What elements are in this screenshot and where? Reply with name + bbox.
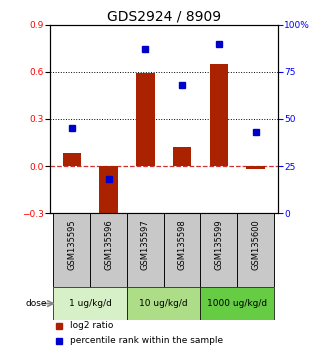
Bar bbox=[127, 287, 201, 320]
Text: 1000 ug/kg/d: 1000 ug/kg/d bbox=[207, 299, 267, 308]
Bar bbox=[173, 147, 191, 166]
Text: 1 ug/kg/d: 1 ug/kg/d bbox=[69, 299, 112, 308]
Bar bbox=[201, 213, 237, 287]
Bar bbox=[100, 166, 118, 216]
Bar bbox=[247, 166, 265, 169]
Bar bbox=[201, 287, 274, 320]
Text: percentile rank within the sample: percentile rank within the sample bbox=[70, 336, 223, 346]
Text: GSM135598: GSM135598 bbox=[178, 219, 187, 270]
Bar bbox=[164, 213, 201, 287]
Bar bbox=[53, 287, 127, 320]
Bar bbox=[53, 213, 90, 287]
Bar bbox=[63, 154, 81, 166]
Bar bbox=[210, 64, 228, 166]
Text: GSM135595: GSM135595 bbox=[67, 219, 76, 270]
Text: GSM135600: GSM135600 bbox=[251, 219, 260, 270]
Text: 10 ug/kg/d: 10 ug/kg/d bbox=[139, 299, 188, 308]
Text: GSM135596: GSM135596 bbox=[104, 219, 113, 270]
Title: GDS2924 / 8909: GDS2924 / 8909 bbox=[107, 10, 221, 24]
Bar bbox=[237, 213, 274, 287]
Bar bbox=[127, 213, 164, 287]
Text: GSM135597: GSM135597 bbox=[141, 219, 150, 270]
Text: GSM135599: GSM135599 bbox=[214, 219, 223, 270]
Text: dose: dose bbox=[25, 299, 47, 308]
Bar bbox=[136, 73, 154, 166]
Bar bbox=[90, 213, 127, 287]
Text: log2 ratio: log2 ratio bbox=[70, 321, 114, 330]
